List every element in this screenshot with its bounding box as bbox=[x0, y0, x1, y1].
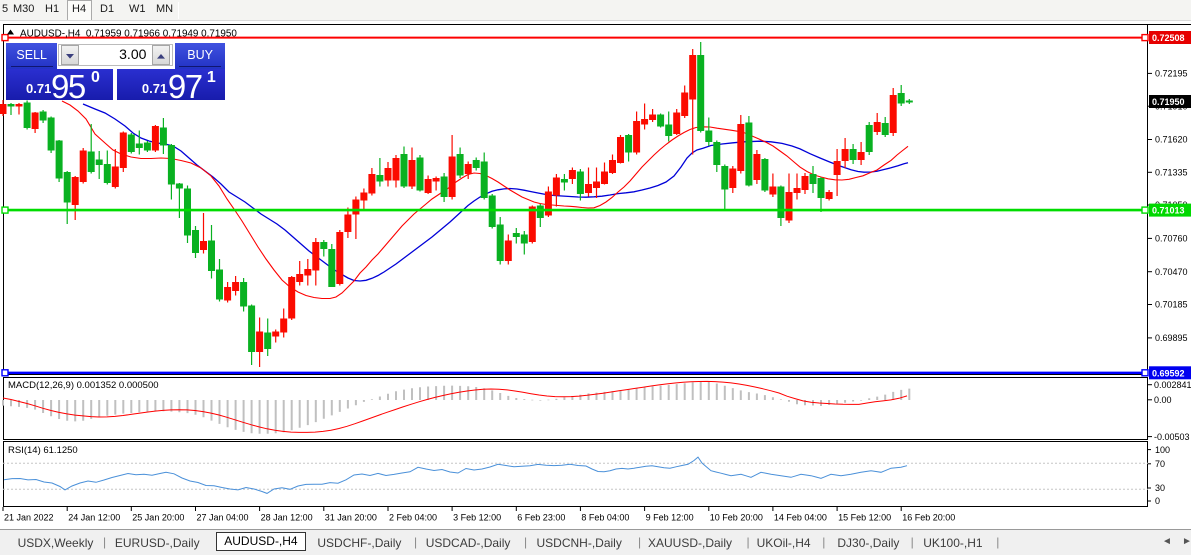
svg-text:0.70470: 0.70470 bbox=[1155, 267, 1188, 277]
svg-text:0.70760: 0.70760 bbox=[1155, 234, 1188, 244]
svg-text:27 Jan 04:00: 27 Jan 04:00 bbox=[197, 513, 249, 523]
svg-text:2 Feb 04:00: 2 Feb 04:00 bbox=[389, 513, 437, 523]
svg-text:31 Jan 20:00: 31 Jan 20:00 bbox=[325, 513, 377, 523]
svg-text:0: 0 bbox=[1155, 496, 1160, 506]
svg-text:0.71950: 0.71950 bbox=[1152, 97, 1185, 107]
svg-text:10 Feb 20:00: 10 Feb 20:00 bbox=[710, 513, 763, 523]
svg-text:-0.00503: -0.00503 bbox=[1154, 432, 1190, 442]
svg-text:0.002841: 0.002841 bbox=[1154, 380, 1191, 390]
svg-text:MACD(12,26,9) 0.001352 0.00050: MACD(12,26,9) 0.001352 0.000500 bbox=[8, 380, 159, 391]
svg-text:0.72508: 0.72508 bbox=[1152, 33, 1185, 43]
svg-text:3 Feb 12:00: 3 Feb 12:00 bbox=[453, 513, 501, 523]
svg-text:6 Feb 23:00: 6 Feb 23:00 bbox=[517, 513, 565, 523]
svg-text:0.71013: 0.71013 bbox=[1152, 206, 1185, 216]
svg-text:16 Feb 20:00: 16 Feb 20:00 bbox=[902, 513, 955, 523]
svg-text:0.71620: 0.71620 bbox=[1155, 135, 1188, 145]
svg-text:25 Jan 20:00: 25 Jan 20:00 bbox=[132, 513, 184, 523]
svg-text:100: 100 bbox=[1155, 445, 1170, 455]
svg-text:RSI(14) 61.1250: RSI(14) 61.1250 bbox=[8, 445, 78, 456]
svg-text:AUDUSD-,H4 0.71959 0.71966 0.: AUDUSD-,H4 0.71959 0.71966 0.71949 0.719… bbox=[20, 29, 237, 40]
svg-text:0.70185: 0.70185 bbox=[1155, 300, 1188, 310]
svg-text:30: 30 bbox=[1155, 483, 1165, 493]
svg-text:0.00: 0.00 bbox=[1154, 395, 1172, 405]
svg-text:28 Jan 12:00: 28 Jan 12:00 bbox=[261, 513, 313, 523]
svg-text:70: 70 bbox=[1155, 459, 1165, 469]
svg-text:21 Jan 2022: 21 Jan 2022 bbox=[4, 513, 54, 523]
svg-text:15 Feb 12:00: 15 Feb 12:00 bbox=[838, 513, 891, 523]
svg-text:8 Feb 04:00: 8 Feb 04:00 bbox=[581, 513, 629, 523]
svg-text:0.69592: 0.69592 bbox=[1152, 368, 1185, 378]
svg-text:14 Feb 04:00: 14 Feb 04:00 bbox=[774, 513, 827, 523]
svg-text:24 Jan 12:00: 24 Jan 12:00 bbox=[68, 513, 120, 523]
svg-text:0.72195: 0.72195 bbox=[1155, 69, 1188, 79]
svg-text:0.71335: 0.71335 bbox=[1155, 168, 1188, 178]
svg-text:0.69895: 0.69895 bbox=[1155, 333, 1188, 343]
svg-text:9 Feb 12:00: 9 Feb 12:00 bbox=[646, 513, 694, 523]
